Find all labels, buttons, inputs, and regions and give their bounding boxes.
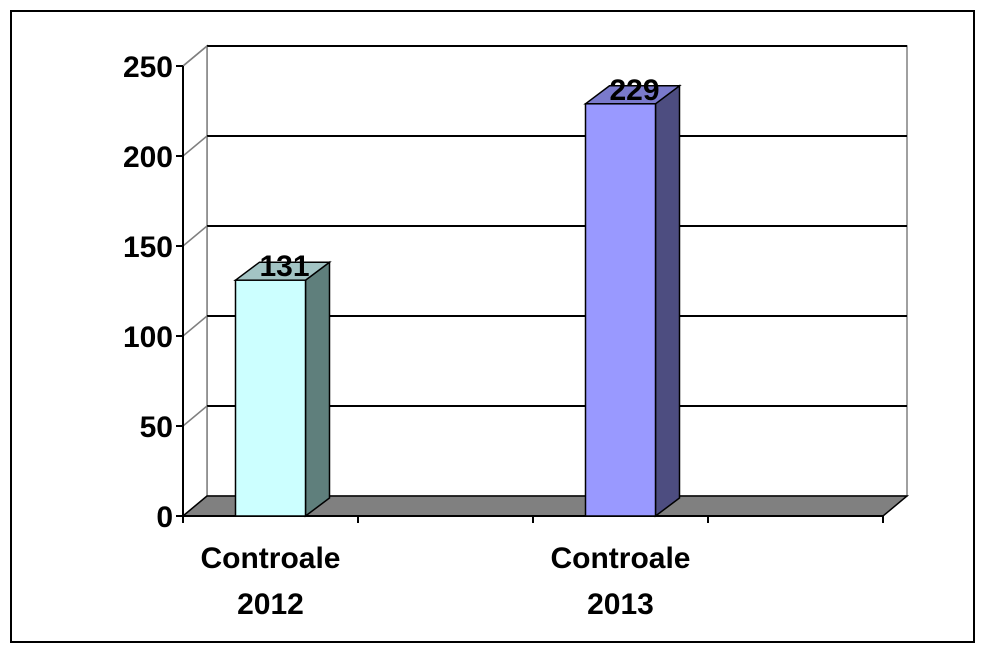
data-labels: 131 229	[259, 74, 659, 283]
y-axis-labels: 0 50 100 150 200 250	[123, 51, 173, 534]
bar-1	[583, 84, 682, 518]
bar-front-1	[584, 103, 657, 517]
category-label-0-line-1: 2012	[237, 588, 304, 621]
y-tick-label-0: 0	[156, 501, 173, 534]
bar-front-0	[234, 279, 307, 517]
gridline-side-200	[182, 135, 208, 157]
gridline-side-250	[182, 45, 208, 67]
bars	[233, 84, 682, 518]
side-wall	[182, 44, 208, 518]
gridline-side-150	[182, 225, 208, 247]
category-label-1-line-0: Controale	[550, 542, 690, 575]
data-label-0: 131	[259, 250, 309, 283]
category-label-1-line-1: 2013	[587, 588, 654, 621]
y-tick-label-250: 250	[123, 51, 173, 84]
bar-side-1	[654, 84, 681, 518]
x-axis-labels: Controale 2012 Controale 2013	[200, 542, 690, 621]
gridline-side-50	[182, 405, 208, 427]
y-tick-label-200: 200	[123, 141, 173, 174]
y-tick-label-100: 100	[123, 321, 173, 354]
category-label-0-line-0: Controale	[200, 542, 340, 575]
y-tick-label-50: 50	[140, 411, 173, 444]
bar-0	[233, 260, 332, 518]
data-label-1: 229	[609, 74, 659, 107]
bar-side-0	[304, 260, 331, 518]
gridline-side-100	[182, 315, 208, 337]
y-tick-label-150: 150	[123, 231, 173, 264]
